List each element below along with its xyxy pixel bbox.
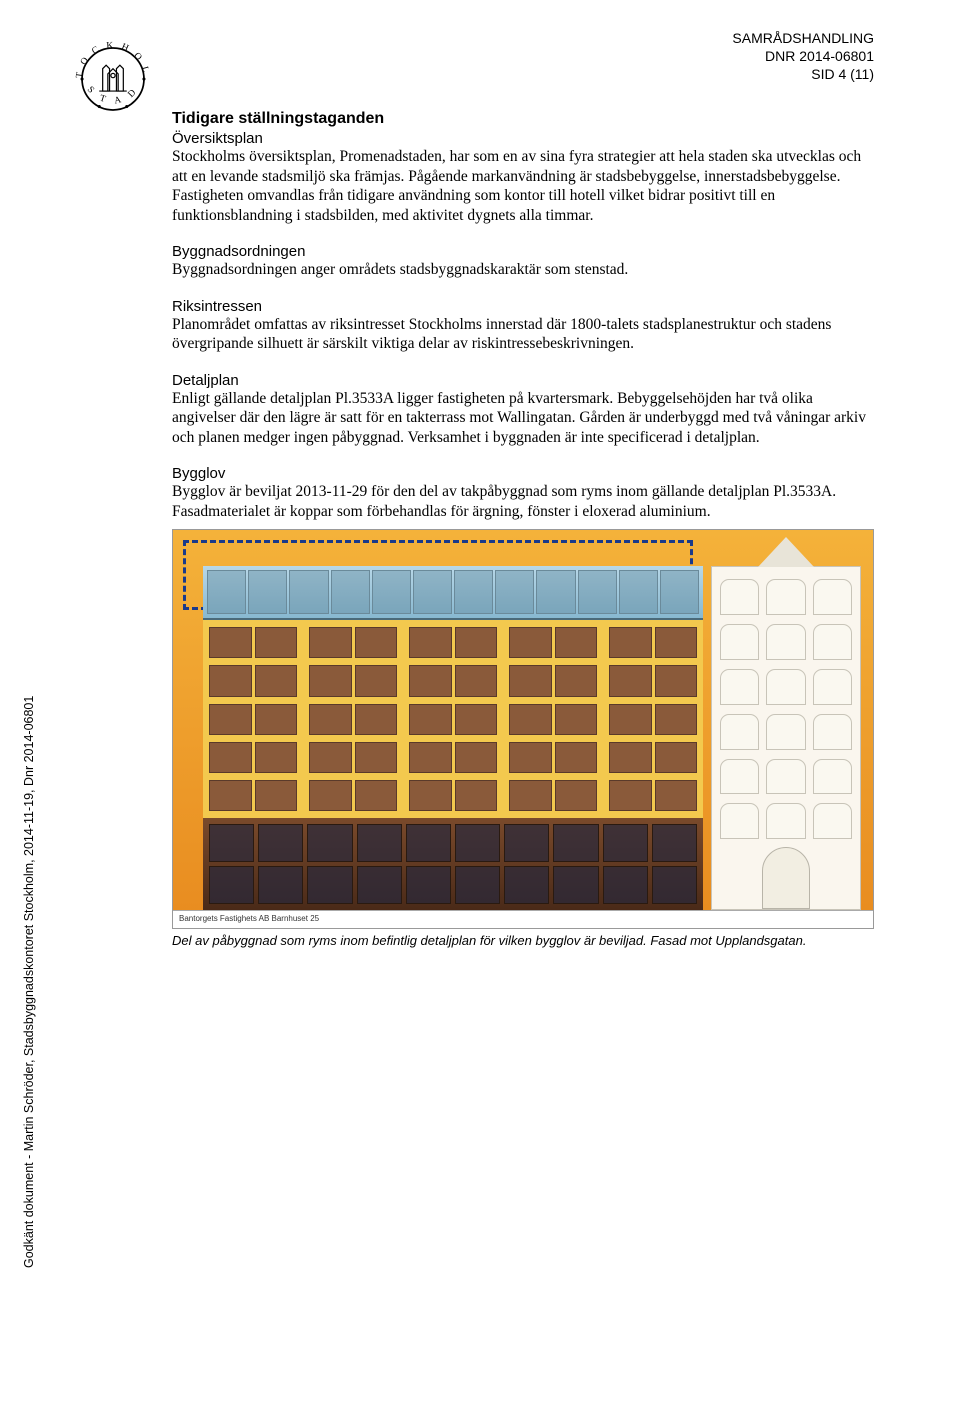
body-detaljplan: Enligt gällande detaljplan Pl.3533A ligg…: [172, 389, 874, 448]
approval-note-vertical: Godkänt dokument - Martin Schröder, Stad…: [22, 696, 36, 1268]
roof-extension: [203, 566, 703, 620]
section-detaljplan: Detaljplan Enligt gällande detaljplan Pl…: [172, 372, 874, 448]
body-oversiktsplan: Stockholms översiktsplan, Promenadstaden…: [172, 147, 874, 225]
heading-riksintressen: Riksintressen: [172, 298, 874, 315]
ground-floors: [203, 818, 703, 910]
section-riksintressen: Riksintressen Planområdet omfattas av ri…: [172, 298, 874, 354]
header-meta: SAMRÅDSHANDLING DNR 2014-06801 SID 4 (11…: [732, 30, 874, 84]
header-line-2: DNR 2014-06801: [732, 48, 874, 66]
body-riksintressen: Planområdet omfattas av riksintresset St…: [172, 315, 874, 354]
stockholm-logo: S T O C K H O L M S T A D: [70, 36, 156, 122]
facade-figure: Bantorgets Fastighets AB Barnhuset 25: [172, 529, 874, 929]
main-building: [203, 566, 703, 910]
section-byggnadsordningen: Byggnadsordningen Byggnadsordningen ange…: [172, 243, 874, 280]
heading-oversiktsplan: Översiktsplan: [172, 130, 874, 147]
upper-floors: [203, 620, 703, 818]
adjacent-windows: [720, 579, 852, 839]
adjacent-gable: [758, 537, 814, 567]
heading-detaljplan: Detaljplan: [172, 372, 874, 389]
body-bygglov: Bygglov är beviljat 2013-11-29 för den d…: [172, 482, 874, 521]
section-bygglov: Bygglov Bygglov är beviljat 2013-11-29 f…: [172, 465, 874, 521]
figure-caption: Del av påbyggnad som ryms inom befintlig…: [172, 933, 874, 949]
section-oversiktsplan: Översiktsplan Stockholms översiktsplan, …: [172, 130, 874, 225]
heading-byggnadsordningen: Byggnadsordningen: [172, 243, 874, 260]
page: S T O C K H O L M S T A D SAMRÅDSHANDLIN…: [0, 0, 960, 1428]
document-body: Tidigare ställningstaganden Översiktspla…: [172, 110, 874, 949]
main-heading: Tidigare ställningstaganden: [172, 110, 874, 128]
adjacent-building: [711, 566, 861, 910]
svg-text:S T O C K H O L M: S T O C K H O L M: [70, 36, 151, 80]
figure-inset-caption: Bantorgets Fastighets AB Barnhuset 25: [173, 910, 873, 928]
adjacent-entrance-arch: [762, 847, 810, 909]
heading-bygglov: Bygglov: [172, 465, 874, 482]
body-byggnadsordningen: Byggnadsordningen anger områdets stadsby…: [172, 260, 874, 280]
header-line-3: SID 4 (11): [732, 66, 874, 84]
header-line-1: SAMRÅDSHANDLING: [732, 30, 874, 48]
